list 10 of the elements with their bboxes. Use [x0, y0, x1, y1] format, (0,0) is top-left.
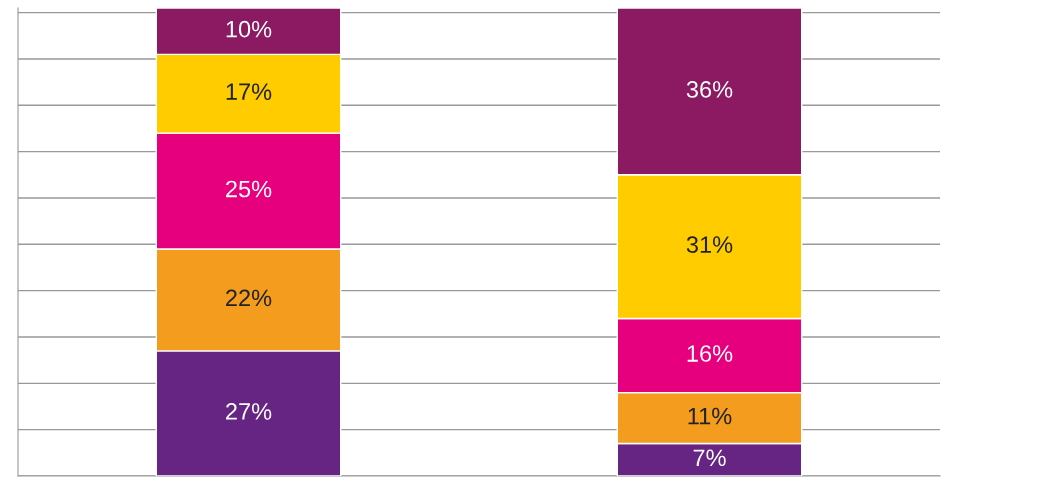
- data-label: 16%: [687, 345, 733, 362]
- data-label: 7%: [693, 449, 726, 467]
- data-label: 27%: [226, 403, 272, 420]
- data-label: 10%: [226, 20, 272, 38]
- data-label: 31%: [686, 236, 733, 253]
- data-label: 36%: [686, 81, 733, 98]
- data-label: 11%: [688, 407, 732, 425]
- data-label: 25%: [226, 180, 272, 198]
- data-label: 17%: [226, 83, 272, 100]
- data-label: 22%: [226, 289, 272, 307]
